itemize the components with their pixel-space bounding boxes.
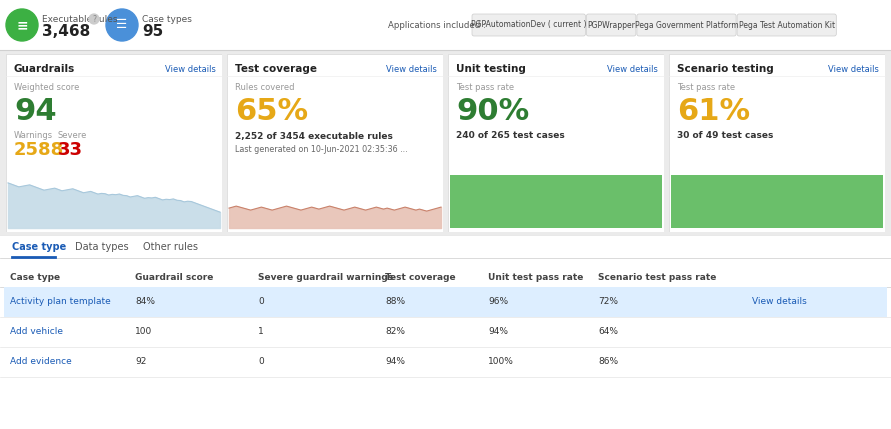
Bar: [227, 54, 443, 232]
Bar: [671, 175, 883, 228]
Text: Data types: Data types: [75, 242, 129, 252]
Text: 72%: 72%: [598, 297, 618, 306]
Text: 2588: 2588: [14, 141, 64, 159]
Bar: [6, 54, 222, 232]
Text: View details: View details: [386, 64, 437, 73]
Text: Test pass rate: Test pass rate: [456, 82, 514, 91]
Text: Test pass rate: Test pass rate: [677, 82, 735, 91]
Bar: [0, 236, 891, 258]
Text: Rules covered: Rules covered: [235, 82, 295, 91]
Text: 0: 0: [258, 357, 264, 366]
Bar: [450, 175, 662, 228]
Text: Activity plan template: Activity plan template: [10, 297, 110, 306]
Text: 30 of 49 test cases: 30 of 49 test cases: [677, 132, 773, 141]
Bar: [0, 258, 891, 429]
Text: 86%: 86%: [598, 357, 618, 366]
Text: 82%: 82%: [385, 327, 405, 336]
Text: Unit testing: Unit testing: [456, 64, 526, 74]
Text: 90%: 90%: [456, 97, 529, 127]
Bar: [4, 287, 887, 317]
Text: Pega Test Automation Kit: Pega Test Automation Kit: [739, 21, 835, 30]
Bar: [669, 54, 885, 232]
Text: 94%: 94%: [488, 327, 508, 336]
Text: 100: 100: [135, 327, 152, 336]
FancyBboxPatch shape: [586, 14, 636, 36]
Text: Test coverage: Test coverage: [385, 274, 455, 283]
Text: 94: 94: [14, 97, 57, 127]
Text: 84%: 84%: [135, 297, 155, 306]
Text: 3,468: 3,468: [42, 24, 90, 39]
FancyBboxPatch shape: [737, 14, 837, 36]
Text: Last generated on 10-Jun-2021 02:35:36 ...: Last generated on 10-Jun-2021 02:35:36 .…: [235, 145, 407, 154]
Text: View details: View details: [752, 297, 806, 306]
Text: Add evidence: Add evidence: [10, 357, 72, 366]
Text: 65%: 65%: [235, 97, 308, 127]
Text: View details: View details: [165, 64, 216, 73]
Bar: [0, 236, 891, 429]
Text: Scenario test pass rate: Scenario test pass rate: [598, 274, 716, 283]
Text: 61%: 61%: [677, 97, 750, 127]
Text: ☰: ☰: [117, 18, 127, 31]
Bar: [448, 54, 664, 232]
Text: Other rules: Other rules: [143, 242, 198, 252]
Text: 64%: 64%: [598, 327, 618, 336]
Circle shape: [106, 9, 138, 41]
Text: View details: View details: [607, 64, 658, 73]
FancyBboxPatch shape: [637, 14, 736, 36]
Text: Unit test pass rate: Unit test pass rate: [488, 274, 584, 283]
Bar: [669, 54, 885, 232]
Text: Case type: Case type: [10, 274, 60, 283]
Text: 240 of 265 test cases: 240 of 265 test cases: [456, 132, 565, 141]
Text: 1: 1: [258, 327, 264, 336]
Text: Pega Government Platform: Pega Government Platform: [634, 21, 739, 30]
Text: Severe guardrail warnings: Severe guardrail warnings: [258, 274, 393, 283]
Text: Weighted score: Weighted score: [14, 82, 79, 91]
Text: Guardrail score: Guardrail score: [135, 274, 213, 283]
Text: Add vehicle: Add vehicle: [10, 327, 63, 336]
Text: Case type: Case type: [12, 242, 66, 252]
Text: Guardrails: Guardrails: [14, 64, 75, 74]
Text: 94%: 94%: [385, 357, 405, 366]
Text: View details: View details: [828, 64, 879, 73]
Text: Test coverage: Test coverage: [235, 64, 317, 74]
Text: 88%: 88%: [385, 297, 405, 306]
Bar: [6, 54, 222, 232]
Text: 33: 33: [58, 141, 83, 159]
Text: Warnings: Warnings: [14, 132, 53, 141]
Text: ≡: ≡: [16, 18, 28, 32]
FancyBboxPatch shape: [472, 14, 585, 36]
Text: ?: ?: [92, 15, 96, 24]
Text: PGPWrapper: PGPWrapper: [587, 21, 635, 30]
Text: Executable rules: Executable rules: [42, 15, 118, 24]
Bar: [0, 0, 891, 50]
Text: Applications included :: Applications included :: [388, 21, 486, 30]
Bar: [448, 54, 664, 232]
Text: 96%: 96%: [488, 297, 508, 306]
Text: PGPAutomationDev ( current ): PGPAutomationDev ( current ): [471, 21, 586, 30]
Circle shape: [6, 9, 38, 41]
Text: 95: 95: [142, 24, 163, 39]
Text: Scenario testing: Scenario testing: [677, 64, 773, 74]
Text: Case types: Case types: [142, 15, 192, 24]
Text: Severe: Severe: [58, 132, 87, 141]
Text: 100%: 100%: [488, 357, 514, 366]
Text: 92: 92: [135, 357, 146, 366]
Text: 0: 0: [258, 297, 264, 306]
Bar: [227, 54, 443, 232]
Text: 2,252 of 3454 executable rules: 2,252 of 3454 executable rules: [235, 132, 393, 141]
